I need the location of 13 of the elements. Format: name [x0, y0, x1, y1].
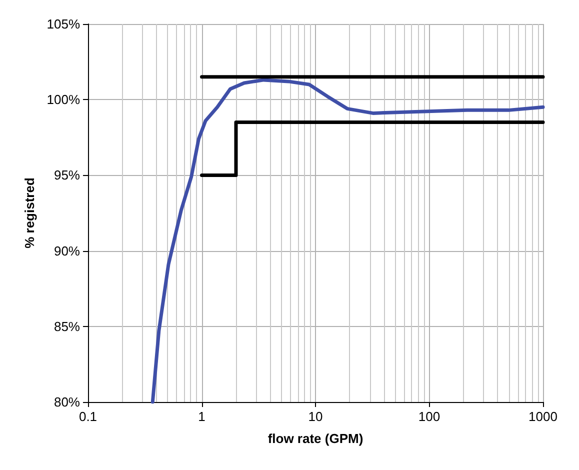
x-axis-title: flow rate (GPM): [268, 431, 364, 446]
y-tick-label: 90%: [54, 243, 80, 258]
y-axis-title: % registred: [22, 178, 37, 248]
y-tick-label: 105%: [46, 16, 80, 32]
x-tick-label: 100: [418, 409, 440, 424]
y-tick-label: 100%: [46, 92, 80, 108]
x-tick-label: 10: [308, 409, 323, 424]
x-tick-label: 1: [198, 409, 206, 424]
x-tick-label: 0.1: [78, 409, 98, 424]
x-tick-label: 1000: [528, 409, 558, 424]
y-tick-label: 80%: [54, 394, 80, 410]
y-tick-label: 95%: [54, 168, 80, 183]
y-tick-label: 85%: [54, 318, 80, 334]
